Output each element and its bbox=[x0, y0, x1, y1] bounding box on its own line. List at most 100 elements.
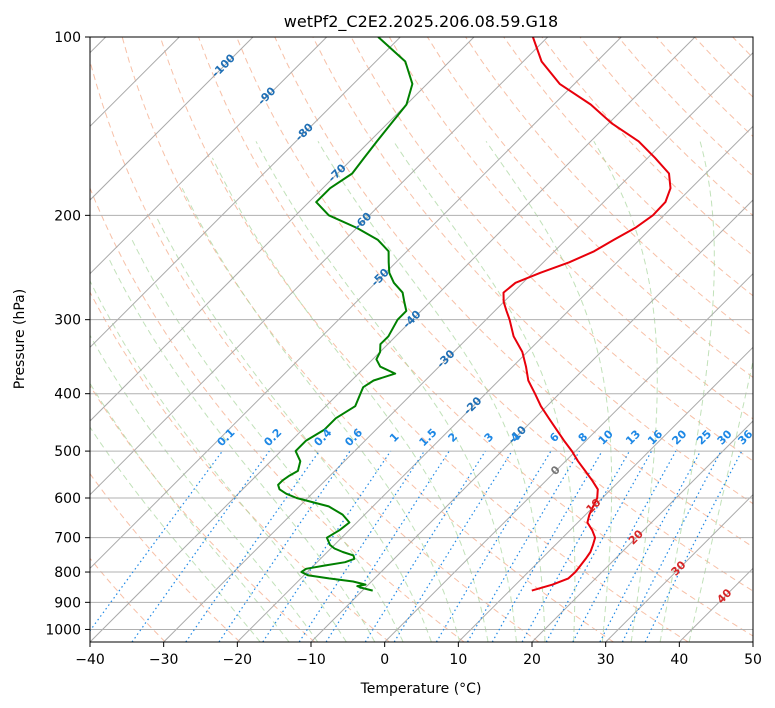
y-tick-label: 100 bbox=[54, 30, 81, 46]
dry-adiabat-line bbox=[426, 37, 753, 378]
mixing-ratio-line bbox=[325, 450, 450, 642]
mixing-ratio-line bbox=[218, 450, 351, 642]
mixing-ratio-label: 25 bbox=[694, 428, 714, 448]
isotherm-line bbox=[310, 199, 753, 642]
dry-adiabat-line bbox=[90, 59, 540, 642]
mixing-ratio-label: 1 bbox=[387, 430, 402, 445]
dry-adiabat-line bbox=[90, 384, 316, 642]
moist-adiabat-line bbox=[90, 426, 261, 642]
y-tick-label: 400 bbox=[54, 387, 81, 403]
mixing-ratio-line bbox=[572, 450, 677, 642]
moist-adiabat-line bbox=[107, 256, 376, 642]
x-tick-label: 10 bbox=[449, 652, 467, 668]
dry-adiabat-line bbox=[656, 37, 753, 138]
mixing-ratio-label: 20 bbox=[669, 427, 689, 447]
moist-adiabat-line bbox=[211, 157, 489, 642]
isotherm-line bbox=[678, 567, 753, 642]
isotherm-line bbox=[457, 346, 753, 642]
y-tick-label: 900 bbox=[54, 595, 81, 611]
moist-adiabat-line bbox=[688, 358, 753, 642]
dry-adiabat-line bbox=[236, 37, 753, 592]
mixing-ratio-label: 10 bbox=[596, 427, 616, 447]
isotherm-line bbox=[90, 37, 328, 275]
x-tick-label: −30 bbox=[149, 652, 179, 668]
mixing-ratio-label: 30 bbox=[715, 427, 735, 447]
mixing-ratio-line bbox=[435, 450, 552, 642]
mixing-ratio-label: 0.4 bbox=[311, 426, 334, 449]
mixing-ratio-label: 16 bbox=[645, 427, 665, 447]
mixing-ratio-label: 3 bbox=[482, 430, 497, 445]
mixing-ratio-line bbox=[90, 450, 223, 632]
y-tick-label: 300 bbox=[54, 313, 81, 329]
x-tick-label: 30 bbox=[597, 652, 615, 668]
moist-adiabat-line bbox=[131, 239, 404, 642]
x-tick-label: 40 bbox=[670, 652, 688, 668]
dry-adiabat-line bbox=[350, 37, 753, 462]
moist-adiabat-line bbox=[90, 279, 347, 642]
isotherm-line bbox=[605, 493, 753, 642]
y-axis-label: Pressure (hPa) bbox=[12, 289, 28, 389]
x-tick-label: 0 bbox=[380, 652, 389, 668]
isotherm-line bbox=[90, 37, 401, 349]
x-axis-label: Temperature (°C) bbox=[360, 681, 482, 697]
line-labels: -100-90-80-70-60-50-40-30-20-100.1 0.2 0.4… bbox=[209, 51, 756, 606]
profile-lines bbox=[277, 37, 672, 592]
mixing-ratio-line bbox=[599, 450, 702, 642]
x-tick-label: 20 bbox=[523, 652, 541, 668]
isotherm-line bbox=[90, 37, 475, 422]
dry-adiabat-line bbox=[90, 291, 390, 642]
moist-adiabat-line bbox=[593, 141, 658, 642]
mixing-ratio-line bbox=[131, 450, 270, 642]
plot-frame bbox=[89, 36, 754, 643]
mixing-ratio-line bbox=[393, 450, 513, 642]
x-tick-label: −20 bbox=[223, 652, 253, 668]
temperature-line bbox=[502, 37, 672, 592]
isotherm-line bbox=[531, 420, 753, 642]
dry-adiabat-line bbox=[121, 37, 614, 642]
x-tick-label: −10 bbox=[296, 652, 326, 668]
y-tick-label: 700 bbox=[54, 531, 81, 547]
isotherm-line bbox=[236, 125, 753, 642]
mixing-ratio-line bbox=[621, 450, 722, 642]
isotherm-line bbox=[752, 641, 753, 642]
moist-adiabat-line bbox=[90, 334, 319, 642]
mixing-ratio-label: 8 bbox=[576, 430, 591, 445]
dry-adiabat-line bbox=[732, 37, 753, 59]
moist-adiabat-line bbox=[181, 187, 461, 642]
y-tick-label: 1000 bbox=[45, 622, 81, 638]
mixing-ratio-line bbox=[644, 450, 743, 642]
mixing-ratio-label: 1.5 bbox=[417, 426, 440, 449]
dry-adiabat-line bbox=[90, 186, 465, 642]
dry-adiabat-line bbox=[465, 37, 753, 338]
y-tick-label: 600 bbox=[54, 491, 81, 507]
mixing-ratio-line bbox=[466, 450, 580, 642]
isotherm-line bbox=[384, 272, 753, 642]
mixing-ratio-line bbox=[298, 450, 425, 642]
background-lines bbox=[90, 37, 753, 642]
dry-adiabat-line bbox=[388, 37, 753, 420]
x-tick-label: −40 bbox=[75, 652, 105, 668]
dewpoint-line bbox=[277, 37, 414, 592]
dry-adiabat-line bbox=[312, 37, 753, 505]
x-tick-label: 50 bbox=[744, 652, 762, 668]
dry-adiabat-line bbox=[541, 37, 753, 257]
mixing-ratio-label: 2 bbox=[446, 430, 461, 445]
moist-adiabat-line bbox=[90, 382, 290, 642]
axes: −40 −30 −20 −10 0 10 20 30 40 50 100 200 300 400 500 60… bbox=[45, 30, 762, 668]
isotherm-label: -30 bbox=[434, 347, 457, 370]
dry-adiabat-line bbox=[503, 37, 753, 297]
mixing-ratio-line bbox=[364, 450, 486, 642]
isotherm-line bbox=[90, 37, 622, 570]
isotherm-line bbox=[163, 51, 753, 642]
mixing-ratio-label: 0.2 bbox=[261, 426, 284, 449]
mixing-ratio-label: 13 bbox=[623, 428, 643, 448]
chart-title: wetPf2_C2E2.2025.206.08.59.G18 bbox=[284, 12, 558, 32]
isotherm-line bbox=[90, 37, 696, 642]
dry-adiabat-line bbox=[90, 472, 241, 642]
mixing-ratio-line bbox=[262, 450, 392, 642]
dry-adiabat-line bbox=[694, 37, 753, 98]
dry-adiabat-line bbox=[274, 37, 753, 548]
moist-adiabat-line bbox=[393, 141, 576, 642]
y-tick-label: 800 bbox=[54, 565, 81, 581]
